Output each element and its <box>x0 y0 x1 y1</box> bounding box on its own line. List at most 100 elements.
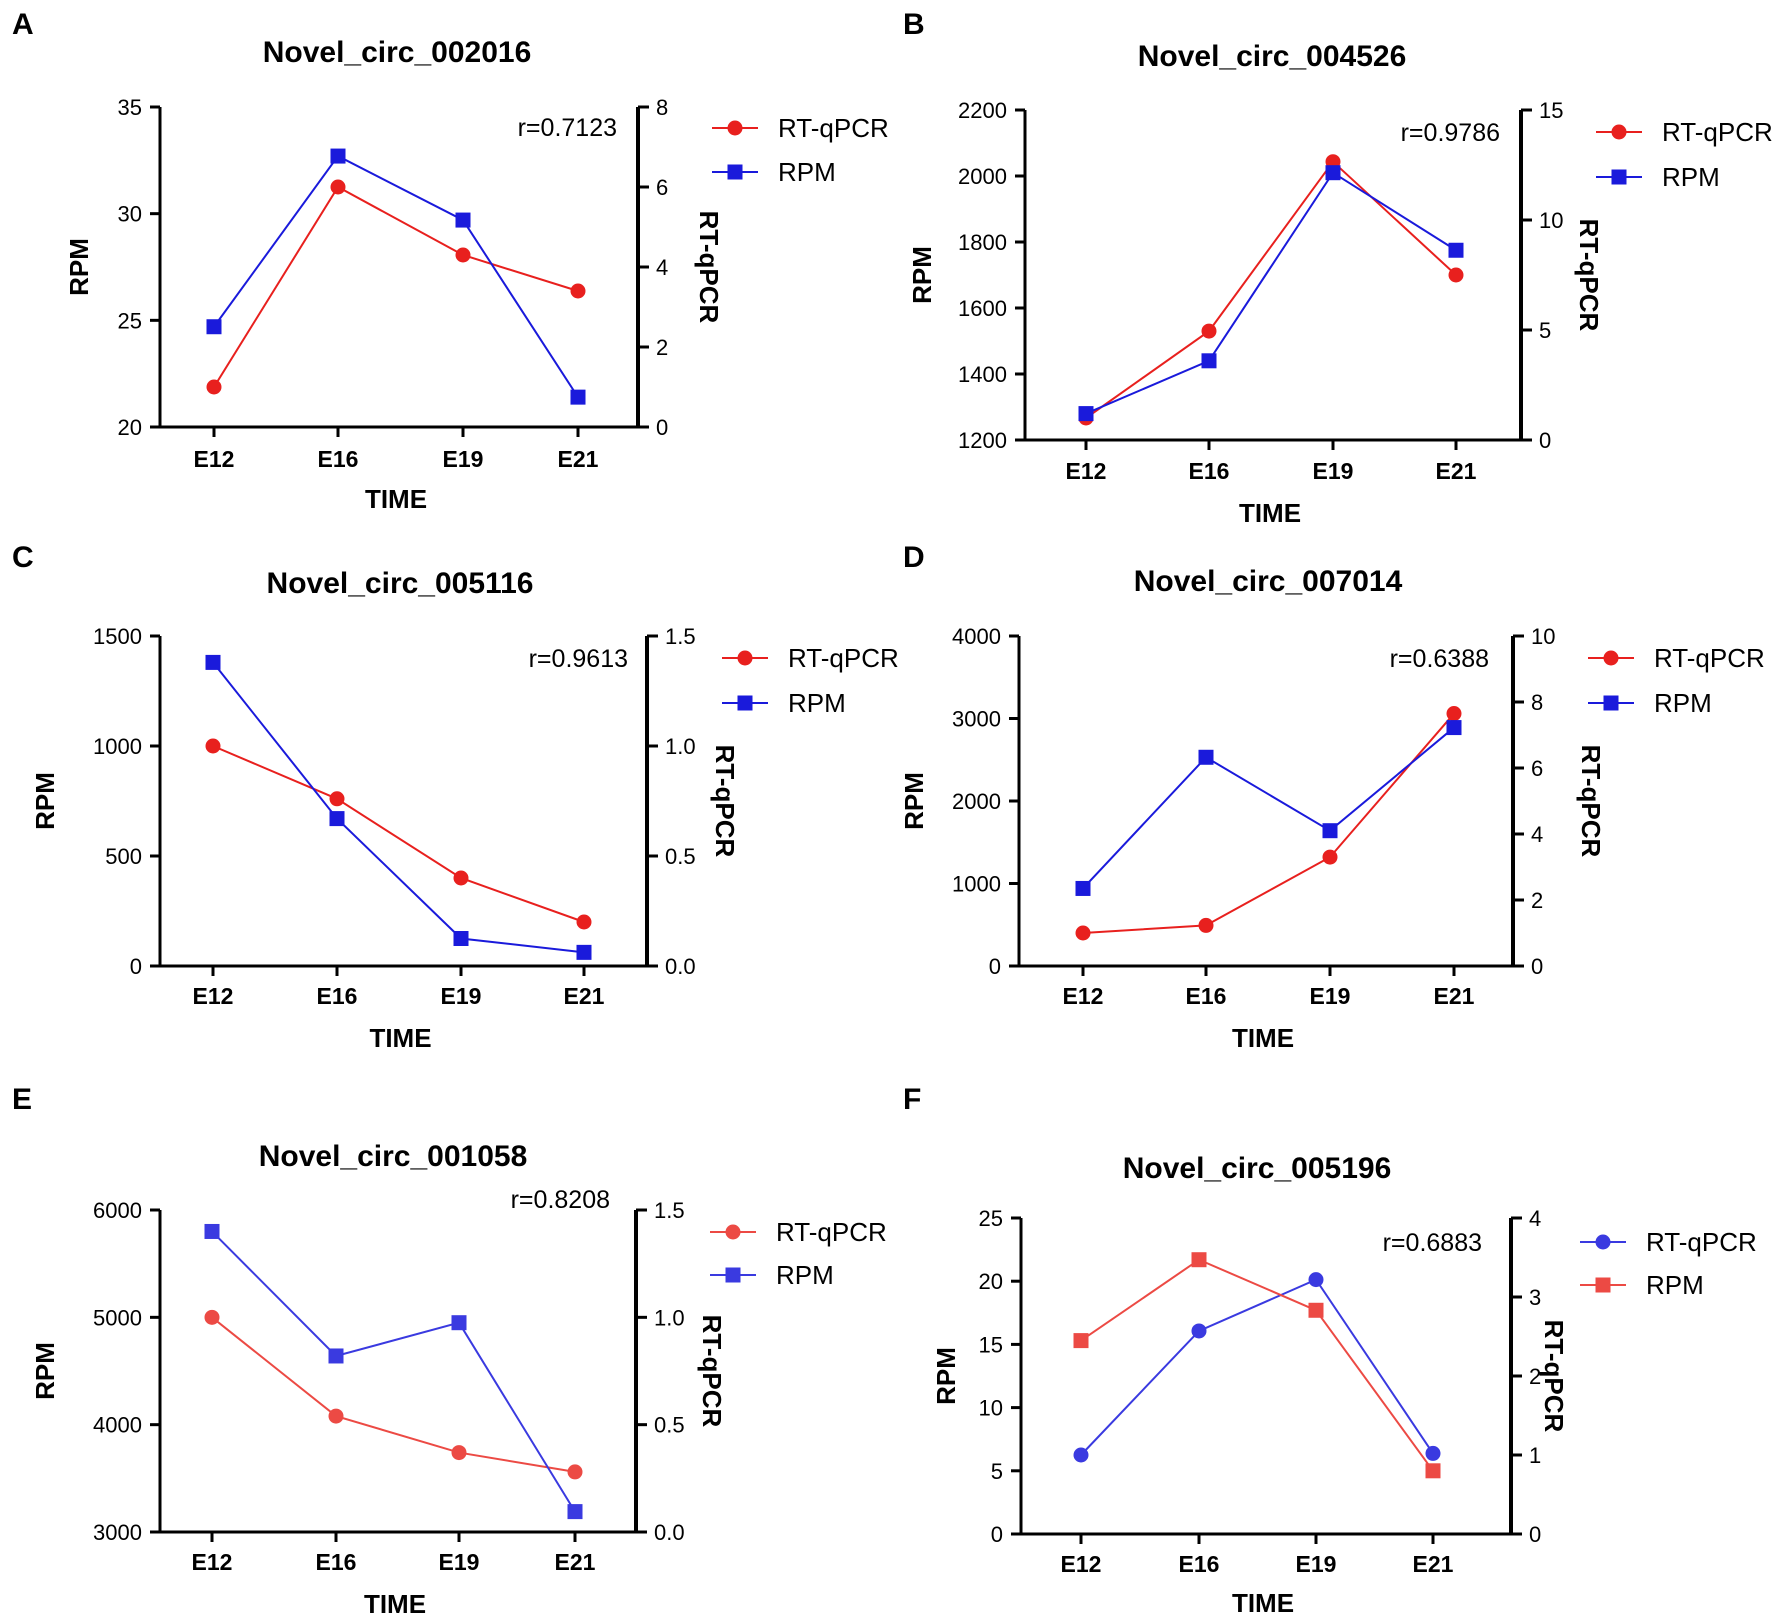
data-point-rt-qpcr <box>1198 917 1214 933</box>
data-point-rt-qpcr <box>455 247 471 263</box>
x-tick-label: E19 <box>1310 983 1351 1009</box>
y2-tick-label: 6 <box>656 175 668 200</box>
x-tick-label: E16 <box>317 983 358 1009</box>
data-point-rpm <box>1075 880 1091 896</box>
y-tick-label: 6000 <box>93 1198 142 1223</box>
data-point-rt-qpcr <box>1073 1447 1089 1463</box>
x-tick-label: E16 <box>1179 1551 1220 1577</box>
correlation-label: r=0.7123 <box>518 114 617 142</box>
y2-tick-label: 2 <box>1529 1364 1541 1389</box>
data-point-rt-qpcr <box>1448 267 1464 283</box>
panel-letter: E <box>12 1083 32 1116</box>
y-tick-label: 1400 <box>958 362 1007 387</box>
y-tick-label: 20 <box>118 415 142 440</box>
data-point-rt-qpcr <box>329 791 345 807</box>
panel-letter: D <box>903 541 925 574</box>
legend-label: RT-qPCR <box>1654 643 1765 673</box>
data-point-rpm <box>453 931 469 946</box>
data-point-rpm <box>205 654 221 670</box>
legend-marker <box>727 120 743 136</box>
data-point-rpm <box>1448 242 1464 258</box>
data-point-rt-qpcr <box>1201 323 1217 339</box>
legend-label: RT-qPCR <box>1646 1227 1757 1257</box>
series-line-rt-qpcr <box>212 745 585 923</box>
y-tick-label: 35 <box>118 95 142 120</box>
y-tick-label: 15 <box>979 1332 1003 1357</box>
legend-marker <box>1595 1234 1611 1250</box>
y-tick-label: 5 <box>991 1459 1003 1484</box>
x-axis-title: TIME <box>369 1023 431 1053</box>
x-tick-label: E19 <box>439 1549 480 1575</box>
y2-tick-label: 0 <box>656 415 668 440</box>
x-tick-label: E12 <box>193 983 234 1009</box>
y-tick-label: 4000 <box>952 624 1001 649</box>
legend-marker <box>1595 1277 1611 1293</box>
chart-title: Novel_circ_004526 <box>1138 40 1407 73</box>
y2-tick-label: 8 <box>1531 690 1543 715</box>
y-tick-label: 3000 <box>93 1520 142 1545</box>
data-point-rpm <box>1078 406 1094 422</box>
x-tick-label: E12 <box>192 1549 233 1575</box>
chart-panel-d: D Novel_circ_007014 0 1000 2000 3000 4000 0 2 4 6 8… <box>899 541 1765 1053</box>
chart-title: Novel_circ_002016 <box>263 36 532 69</box>
x-tick-label: E21 <box>558 446 599 472</box>
y2-tick-label: 1 <box>1529 1443 1541 1468</box>
y-tick-label: 10 <box>979 1396 1003 1421</box>
legend-marker <box>737 695 753 711</box>
y2-tick-label: 5 <box>1539 318 1551 343</box>
data-point-rpm <box>330 148 346 164</box>
y-tick-label: 4000 <box>93 1413 142 1438</box>
data-point-rt-qpcr <box>570 283 586 299</box>
y-tick-label: 20 <box>979 1269 1003 1294</box>
y-tick-label: 1600 <box>958 296 1007 321</box>
panel-letter: F <box>903 1083 921 1116</box>
y2-tick-label: 4 <box>656 255 668 280</box>
y-tick-label: 0 <box>991 1522 1003 1547</box>
data-point-rpm <box>576 944 592 960</box>
data-point-rt-qpcr <box>1425 1445 1441 1461</box>
data-point-rpm <box>329 811 345 827</box>
series-line-rt-qpcr <box>213 185 579 388</box>
y-axis-title: RPM <box>30 772 60 830</box>
legend-label: RT-qPCR <box>776 1217 887 1247</box>
y2-tick-label: 6 <box>1531 756 1543 781</box>
x-tick-label: E16 <box>316 1549 357 1575</box>
y2-axis-title: RT-qPCR <box>710 745 740 858</box>
data-point-rt-qpcr <box>1446 706 1462 722</box>
y2-axis-title: RT-qPCR <box>1576 745 1606 858</box>
data-point-rt-qpcr <box>204 1309 220 1325</box>
y-axis-title: RPM <box>931 1347 961 1405</box>
chart-panel-e: E Novel_circ_001058 3000 4000 5000 6000 0.0 0.5… <box>12 1083 887 1619</box>
legend-label: RPM <box>788 688 846 718</box>
legend-marker <box>725 1224 741 1240</box>
data-point-rt-qpcr <box>1322 849 1338 865</box>
x-tick-label: E21 <box>1413 1551 1454 1577</box>
data-point-rpm <box>1308 1302 1324 1318</box>
x-tick-label: E12 <box>194 446 235 472</box>
y-tick-label: 30 <box>118 202 142 227</box>
series-line-rt-qpcr <box>1080 1278 1434 1456</box>
panel-letter: C <box>12 541 34 574</box>
data-point-rpm <box>1198 749 1214 765</box>
series-line-rpm <box>1080 1258 1434 1472</box>
x-tick-label: E12 <box>1061 1551 1102 1577</box>
data-point-rt-qpcr <box>205 738 221 754</box>
y2-tick-label: 1.0 <box>654 1305 685 1330</box>
correlation-label: r=0.6388 <box>1390 645 1489 673</box>
series-line-rpm <box>211 1230 576 1513</box>
chart-title: Novel_circ_005196 <box>1123 1152 1392 1185</box>
y2-tick-label: 1.5 <box>665 624 696 649</box>
y-tick-label: 500 <box>105 844 142 869</box>
y-axis-title: RPM <box>30 1342 60 1400</box>
data-point-rpm <box>1325 165 1341 181</box>
legend-label: RT-qPCR <box>788 643 899 673</box>
data-point-rpm <box>204 1223 220 1239</box>
y-tick-label: 1500 <box>93 624 142 649</box>
x-tick-label: E12 <box>1063 983 1104 1009</box>
data-point-rpm <box>570 389 586 405</box>
series-line-rpm <box>1082 726 1455 890</box>
data-point-rt-qpcr <box>1191 1323 1207 1339</box>
legend-marker <box>1603 650 1619 666</box>
data-point-rt-qpcr <box>567 1464 583 1480</box>
x-axis-title: TIME <box>1239 498 1301 528</box>
